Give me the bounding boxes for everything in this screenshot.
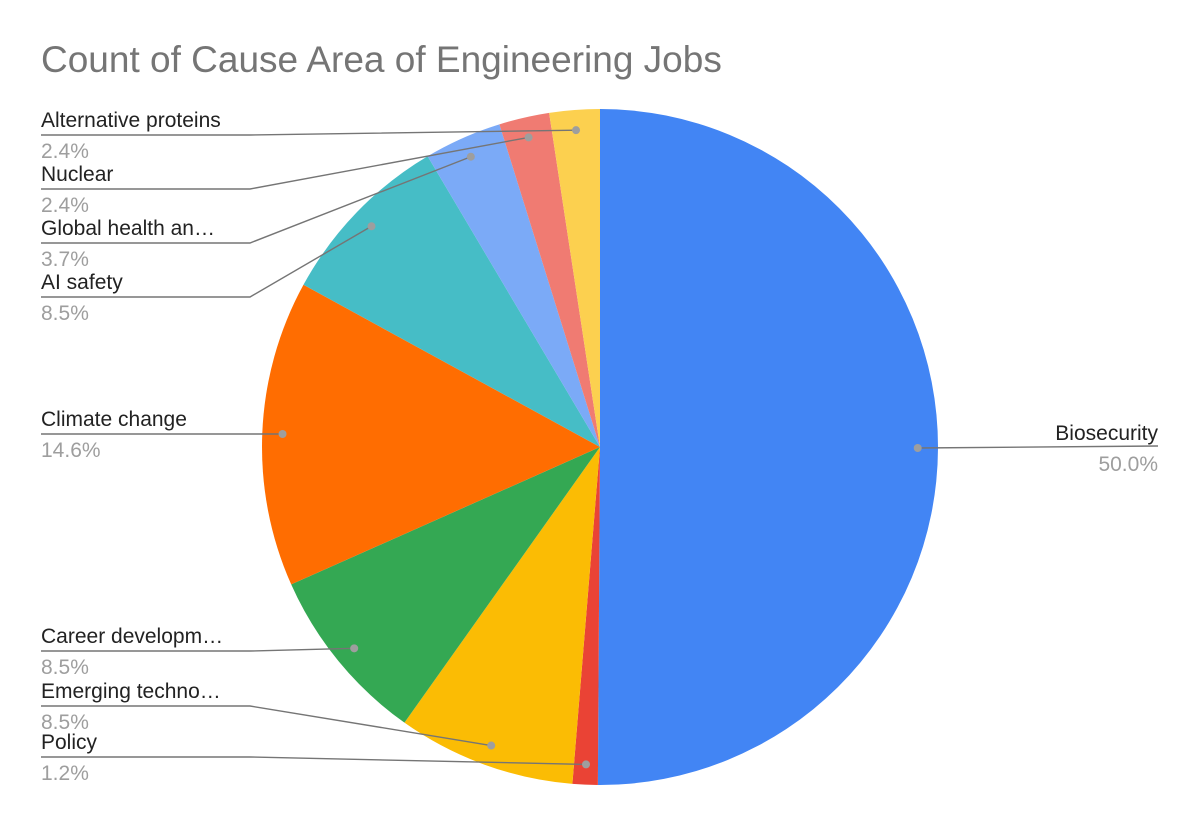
leader-line-emerging-technologies — [41, 705, 492, 747]
slice-career-development — [291, 447, 600, 723]
leader-line-biosecurity — [917, 445, 1159, 449]
slice-labels: Biosecurity 50.0% Policy 1.2% Emerging techn… — [41, 109, 1159, 785]
leader-line-policy — [41, 756, 587, 766]
label-nuclear: Nuclear — [41, 163, 113, 186]
label-emerging-technologies: Emerging techno… — [41, 680, 221, 703]
percent-policy: 1.2% — [41, 762, 89, 785]
leader-dot-emerging-technologies — [487, 741, 496, 750]
slice-global-health-and-development — [427, 124, 600, 447]
slice-climate-change — [262, 284, 600, 585]
leader-line-nuclear — [41, 136, 529, 190]
label-career-development: Career developm… — [41, 625, 223, 648]
chart-title: Count of Cause Area of Engineering Jobs — [41, 39, 722, 80]
slice-ai-safety — [303, 156, 600, 447]
leader-line-career-development — [41, 647, 355, 652]
leader-dot-nuclear — [524, 133, 533, 142]
percent-ai-safety: 8.5% — [41, 302, 89, 325]
percent-biosecurity: 50.0% — [1098, 453, 1158, 476]
leader-dot-climate-change — [278, 430, 287, 439]
percent-emerging-technologies: 8.5% — [41, 711, 89, 734]
leader-dot-ai-safety — [367, 222, 376, 231]
percent-climate-change: 14.6% — [41, 439, 101, 462]
slice-policy — [572, 447, 600, 785]
label-biosecurity: Biosecurity — [1055, 422, 1158, 445]
percent-alternative-proteins: 2.4% — [41, 140, 89, 163]
slice-emerging-technologies — [404, 447, 600, 784]
label-ai-safety: AI safety — [41, 271, 123, 294]
pie-slices — [262, 109, 938, 785]
leader-line-alternative-proteins — [41, 129, 577, 136]
label-policy: Policy — [41, 731, 98, 754]
leader-lines — [41, 126, 1159, 769]
leader-dot-biosecurity — [913, 444, 922, 453]
leader-dot-global-health-and-development — [466, 152, 475, 161]
leader-dot-alternative-proteins — [572, 126, 581, 135]
leader-line-global-health-and-development — [41, 156, 472, 244]
slice-nuclear — [499, 112, 600, 447]
percent-nuclear: 2.4% — [41, 194, 89, 217]
leader-line-ai-safety — [41, 225, 372, 298]
percent-global-health-and-development: 3.7% — [41, 248, 89, 271]
slice-biosecurity — [597, 109, 938, 785]
slice-alternative-proteins — [549, 109, 600, 447]
percent-career-development: 8.5% — [41, 656, 89, 679]
leader-dot-policy — [582, 760, 591, 769]
leader-dot-career-development — [350, 644, 359, 653]
label-alternative-proteins: Alternative proteins — [41, 109, 221, 132]
label-global-health-and-development: Global health an… — [41, 217, 215, 240]
label-climate-change: Climate change — [41, 408, 187, 431]
